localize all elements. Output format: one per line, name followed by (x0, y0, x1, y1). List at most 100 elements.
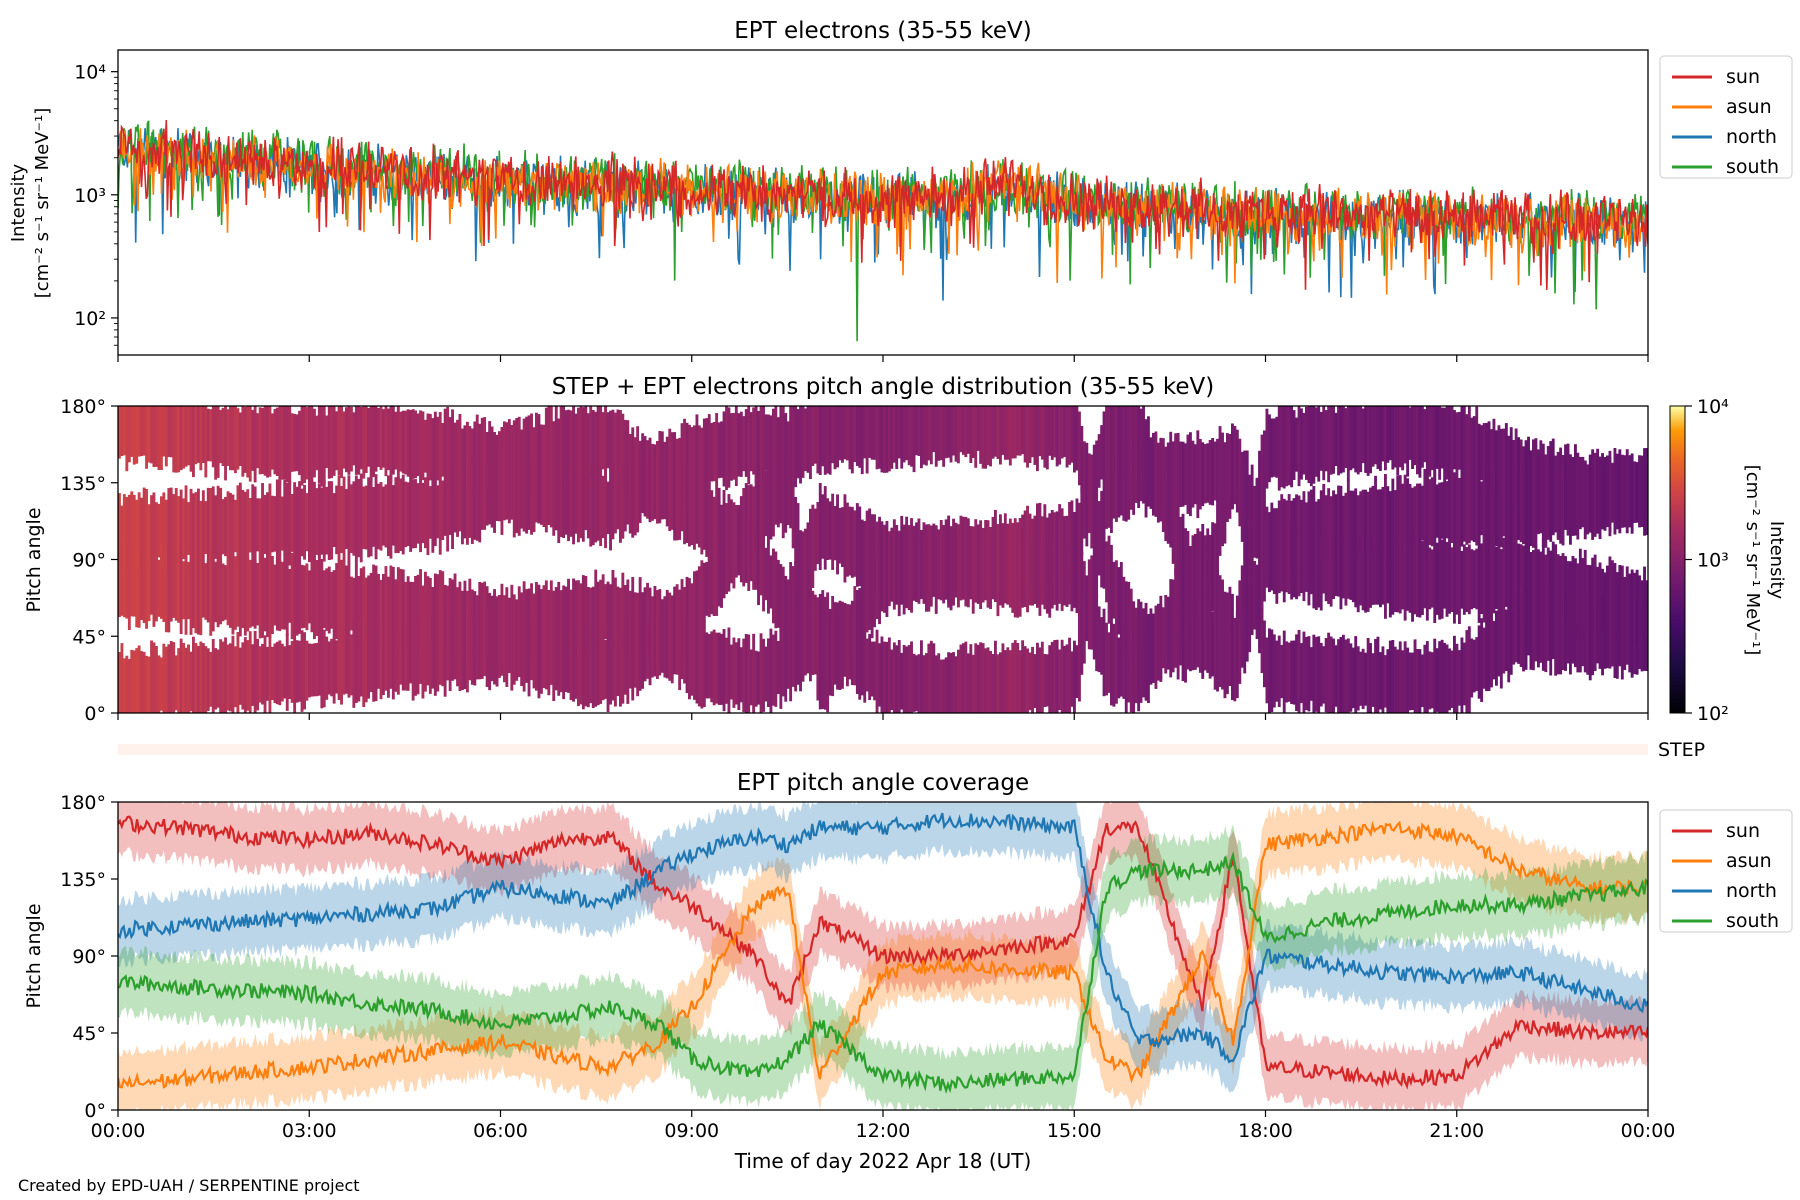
heatmap-cell (754, 406, 758, 484)
heatmap-cell (1465, 414, 1469, 476)
heatmap-cell (606, 627, 610, 712)
heatmap-cell (1063, 516, 1066, 572)
heatmap-cell (1085, 585, 1089, 642)
heatmap-cell (1551, 473, 1555, 536)
heatmap-cell (700, 560, 704, 634)
heatmap-cell (1603, 463, 1607, 531)
heatmap-cell (584, 576, 588, 655)
heatmap-cell (850, 506, 854, 578)
heatmap-cell (473, 421, 477, 496)
heatmap-cell (187, 406, 190, 466)
heatmap-cell (1058, 406, 1062, 465)
heatmap-cell (1475, 637, 1479, 691)
heatmap-cell (554, 406, 558, 489)
heatmap-cell (354, 560, 358, 649)
heatmap-cell (399, 411, 403, 472)
heatmap-cell (1406, 406, 1410, 477)
heatmap-cell (579, 583, 583, 650)
heatmap-cell (1038, 647, 1042, 713)
heatmap-cell (695, 478, 699, 544)
heatmap-cell (920, 640, 923, 713)
heatmap-cell (1231, 619, 1234, 700)
heatmap-cell (594, 628, 598, 707)
heatmap-cell (848, 406, 852, 470)
heatmap-cell (1233, 622, 1237, 702)
heatmap-cell (1398, 475, 1402, 558)
heatmap-cell (271, 556, 274, 634)
heatmap-cell (939, 406, 943, 461)
heatmap-cell (1546, 601, 1550, 661)
heatmap-cell (1351, 647, 1355, 709)
heatmap-cell (293, 413, 297, 472)
heatmap-cell (1344, 639, 1348, 713)
heatmap-cell (774, 406, 778, 488)
heatmap-cell (767, 542, 770, 614)
heatmap-cell (1124, 406, 1128, 475)
heatmap-cell (616, 637, 620, 697)
heatmap-cell (1583, 549, 1587, 638)
heatmap-cell (732, 637, 736, 708)
heatmap-cell (377, 633, 380, 689)
heatmap-cell (695, 414, 699, 498)
heatmap-cell (404, 581, 408, 640)
heatmap-cell (1095, 594, 1099, 672)
heatmap-cell (626, 420, 630, 495)
heatmap-cell (384, 566, 388, 651)
heatmap-cell (224, 406, 227, 481)
heatmap-cell (127, 406, 131, 463)
heatmap-cell (1613, 563, 1617, 640)
heatmap-cell (922, 538, 926, 604)
heatmap-cell (475, 595, 479, 650)
heatmap-cell (1112, 406, 1116, 470)
heatmap-cell (1606, 565, 1609, 634)
heatmap-cell (979, 642, 983, 713)
heatmap-cell (315, 560, 319, 636)
heatmap-cell (273, 408, 277, 475)
heatmap-cell (367, 477, 371, 558)
heatmap-cell (246, 555, 250, 632)
heatmap-cell (1068, 548, 1071, 605)
heatmap-cell (1159, 437, 1163, 511)
heatmap-cell (942, 659, 946, 713)
heatmap-cell (616, 409, 620, 487)
heatmap-cell (949, 652, 953, 713)
heatmap-cell (747, 485, 751, 558)
heatmap-cell (431, 471, 435, 553)
x-tick-label: 06:00 (473, 1120, 528, 1142)
heatmap-cell (369, 632, 373, 693)
heatmap-cell (794, 406, 798, 488)
heatmap-cell (754, 527, 758, 590)
heatmap-cell (720, 421, 723, 478)
heatmap-cell (535, 412, 538, 495)
heatmap-cell (451, 409, 454, 496)
heatmap-cell (850, 621, 854, 686)
heatmap-cell (1388, 406, 1392, 461)
heatmap-cell (480, 465, 484, 530)
heatmap-cell (1354, 535, 1358, 608)
heatmap-cell (786, 421, 790, 476)
heatmap-cell (737, 413, 741, 477)
heatmap-cell (1090, 589, 1094, 650)
heatmap-cell (147, 656, 151, 713)
heatmap-cell (1423, 548, 1427, 609)
heatmap-cell (1156, 603, 1160, 681)
step-band (118, 744, 1648, 755)
heatmap-cell (396, 567, 400, 653)
heatmap-cell (172, 406, 176, 473)
heatmap-cell (167, 644, 171, 713)
heatmap-cell (266, 552, 269, 638)
heatmap-cell (1440, 539, 1444, 619)
heatmap-cell (1337, 406, 1340, 476)
heatmap-cell (1453, 536, 1456, 624)
heatmap-cell (589, 587, 593, 641)
heatmap-cell (1537, 478, 1540, 535)
heatmap-cell (1406, 647, 1410, 713)
heatmap-cell (1221, 432, 1224, 506)
heatmap-cell (337, 406, 341, 476)
heatmap-cell (1611, 469, 1614, 523)
heatmap-cell (727, 407, 731, 488)
heatmap-cell (500, 447, 504, 535)
heatmap-cell (1517, 596, 1521, 664)
heatmap-cell (589, 462, 593, 547)
heatmap-cell (1295, 634, 1298, 711)
